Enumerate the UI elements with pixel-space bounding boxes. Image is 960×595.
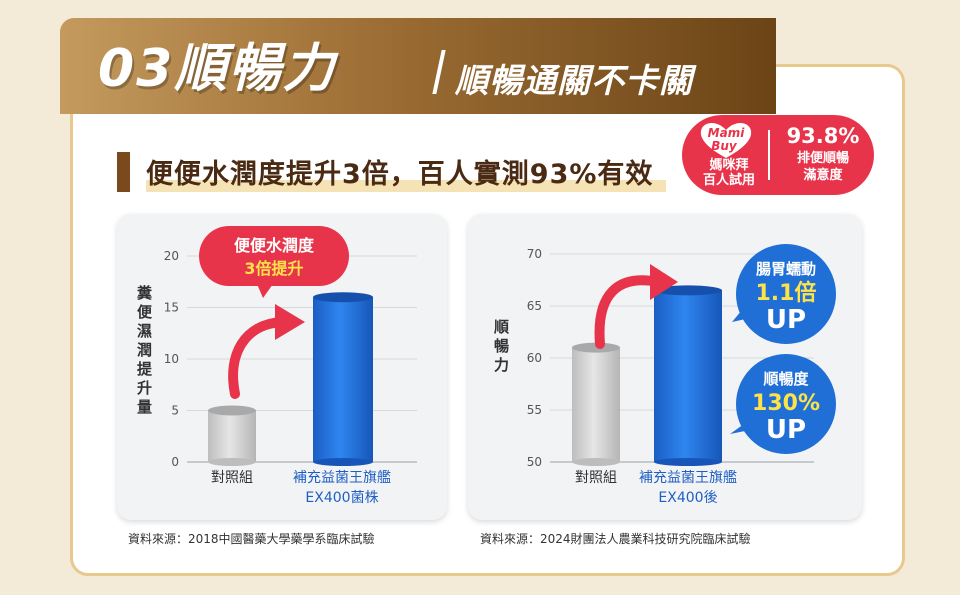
y-tick-label: 55 bbox=[527, 403, 542, 417]
bar-treatment bbox=[654, 285, 722, 466]
chart2-arrowhead bbox=[650, 264, 678, 300]
chart1-callout-line1: 便便水潤度 bbox=[234, 236, 315, 255]
badge-percent: 93.8% bbox=[786, 124, 860, 148]
headline: 便便水潤度提升3倍，百人實測93%有效 bbox=[146, 159, 654, 190]
chart2-callout-2: 順暢度 130% UP bbox=[730, 354, 836, 454]
y-tick-label: 70 bbox=[527, 247, 542, 261]
title-banner bbox=[60, 18, 776, 114]
badge-subtitle: 媽咪拜 百人試用 bbox=[694, 158, 764, 188]
chart2-callout1-line2: 1.1倍 bbox=[756, 280, 817, 306]
chart2-callout1-line3: UP bbox=[766, 305, 806, 335]
badge-divider bbox=[768, 130, 770, 180]
chart2-xlabel-treat-1: 補充益菌王旗艦 bbox=[639, 470, 737, 486]
chart1-xlabel-treat-1: 補充益菌王旗艦 bbox=[293, 470, 391, 486]
chart1-xlabel-control: 對照組 bbox=[211, 470, 253, 486]
logo-text-2: Buy bbox=[711, 139, 738, 153]
logo-text-1: Mami bbox=[708, 126, 746, 140]
badge-label-line1: 排便順暢 bbox=[796, 151, 849, 166]
banner-subtitle: 順暢通關不卡關 bbox=[455, 61, 693, 100]
chart1-ylabel: 糞便濕潤提升量 bbox=[136, 284, 153, 416]
headline-bar bbox=[117, 152, 130, 192]
chart1-arrowhead bbox=[275, 304, 305, 340]
bar-control bbox=[208, 405, 256, 466]
chart2-callout2-line2: 130% bbox=[752, 391, 820, 416]
chart2-callout2-line3: UP bbox=[766, 415, 806, 445]
y-tick-label: 65 bbox=[527, 299, 542, 313]
y-tick-label: 0 bbox=[171, 455, 179, 469]
mamibuy-logo: Mami Buy bbox=[700, 122, 752, 158]
chart2-callout-1: 腸胃蠕動 1.1倍 UP bbox=[732, 244, 836, 344]
headline-highlight bbox=[146, 180, 666, 192]
chart2-arrow bbox=[594, 275, 663, 349]
chart2-callout1-line1: 腸胃蠕動 bbox=[756, 260, 816, 278]
chart1-bars bbox=[208, 292, 373, 466]
chart1-source: 資料來源：2018中國醫藥大學藥學系臨床試驗 bbox=[128, 532, 375, 546]
y-tick-label: 5 bbox=[171, 404, 179, 418]
badge-sub-line2: 百人試用 bbox=[702, 173, 755, 188]
badge-label: 排便順暢 滿意度 bbox=[778, 150, 868, 184]
y-tick-label: 20 bbox=[164, 249, 179, 263]
y-axis-label: 糞便濕潤提升量 bbox=[136, 284, 153, 416]
chart1-xlabel-treat-2: EX400菌株 bbox=[305, 490, 378, 506]
chart2-xlabel-control: 對照組 bbox=[575, 470, 617, 486]
chart2-xlabel-treat-2: EX400後 bbox=[658, 490, 717, 506]
bar-treatment bbox=[313, 292, 373, 466]
y-tick-label: 10 bbox=[164, 352, 179, 366]
y-axis-label: 順暢力 bbox=[493, 318, 510, 374]
y-tick-label: 50 bbox=[527, 455, 542, 469]
chart2-bars bbox=[572, 285, 722, 466]
chart2-callout2-line1: 順暢度 bbox=[762, 370, 809, 388]
badge-sub-line1: 媽咪拜 bbox=[709, 158, 749, 173]
chart1-callout-line2: 3倍提升 bbox=[244, 259, 303, 278]
chart2-source: 資料來源：2024財團法人農業科技研究院臨床試驗 bbox=[480, 532, 751, 546]
y-tick-label: 15 bbox=[164, 301, 179, 315]
bar-control bbox=[572, 342, 620, 466]
y-tick-label: 60 bbox=[527, 351, 542, 365]
banner-title: 03順暢力 bbox=[98, 39, 337, 99]
chart1-callout bbox=[199, 226, 349, 286]
chart1-arrow bbox=[228, 317, 287, 399]
badge-label-line2: 滿意度 bbox=[803, 168, 843, 183]
chart2-ylabel: 順暢力 bbox=[493, 318, 510, 374]
